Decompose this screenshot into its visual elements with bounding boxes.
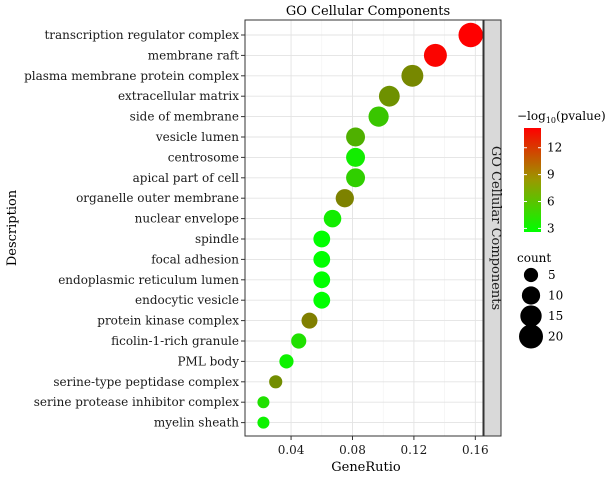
y-tick-label: ficolin-1-rich granule [111, 334, 239, 348]
data-point [279, 354, 294, 369]
size-legend-label: 20 [548, 330, 563, 344]
y-tick-label: extracellular matrix [118, 89, 239, 103]
y-tick-label: protein kinase complex [97, 314, 239, 328]
y-tick-label: focal adhesion [151, 252, 239, 266]
size-legend-label: 5 [548, 268, 556, 282]
y-tick-label: myelin sheath [154, 416, 239, 430]
y-tick-label: membrane raft [148, 48, 239, 62]
y-tick-label: nuclear envelope [135, 212, 239, 226]
data-point [335, 189, 354, 208]
y-tick-label: side of membrane [130, 110, 239, 124]
data-point [458, 22, 483, 48]
y-tick-label: serine protease inhibitor complex [34, 395, 239, 409]
y-tick-label: PML body [177, 354, 239, 368]
colorbar-tick-label: 3 [547, 221, 555, 235]
color-legend: −log10(pvalue) 3 6 9 12 [517, 109, 606, 235]
y-tick-label: endoplasmic reticulum lumen [58, 273, 239, 287]
size-legend-title: count [517, 251, 551, 265]
x-tick-label: 0.08 [339, 443, 366, 457]
facet-strip [483, 19, 502, 437]
size-legend-dot [519, 324, 543, 349]
panel-background [245, 20, 483, 436]
data-point [323, 209, 342, 228]
y-axis: transcription regulator complex membrane … [24, 28, 245, 430]
y-tick-label: serine-type peptidase complex [53, 375, 239, 389]
colorbar [524, 128, 541, 232]
y-axis-title: Description [5, 189, 20, 266]
y-tick-label: centrosome [168, 150, 239, 164]
x-tick-label: 0.12 [401, 443, 428, 457]
y-tick-label: organelle outer membrane [76, 191, 239, 205]
data-point [423, 43, 447, 67]
y-tick-label: transcription regulator complex [44, 28, 239, 42]
y-tick-label: plasma membrane protein complex [24, 69, 239, 83]
data-point [378, 85, 400, 107]
size-legend: count 5 10 15 20 [517, 251, 563, 349]
color-legend-title-subscript: 10 [546, 116, 556, 125]
points-layer [257, 22, 483, 429]
data-point [257, 396, 270, 409]
data-point [346, 168, 366, 188]
data-point [269, 375, 283, 389]
data-point [313, 271, 331, 289]
x-axis: 0.04 0.08 0.12 0.16 [278, 436, 489, 457]
y-tick-label: apical part of cell [133, 171, 240, 185]
data-point [313, 251, 331, 268]
panel-border [244, 19, 484, 437]
color-legend-title: −log10(pvalue) [517, 109, 606, 125]
data-point [257, 416, 270, 429]
x-tick-label: 0.16 [462, 443, 489, 457]
color-legend-title-suffix: (pvalue) [556, 109, 606, 123]
data-point [313, 230, 331, 248]
data-point [313, 291, 331, 309]
chart-title: GO Cellular Components [286, 4, 450, 19]
colorbar-tick-label: 6 [547, 195, 555, 209]
size-legend-dot [521, 286, 541, 305]
data-point [401, 64, 424, 87]
data-point [346, 147, 366, 167]
y-tick-label: spindle [195, 232, 239, 246]
size-legend-dot [523, 267, 539, 283]
y-tick-label: endocytic vesicle [135, 293, 239, 307]
size-legend-dot [520, 305, 542, 327]
colorbar-tick-label: 12 [547, 141, 562, 155]
size-legend-label: 10 [548, 289, 563, 303]
x-axis-title: GeneRutio [331, 460, 401, 475]
color-legend-title-prefix: −log [517, 109, 546, 123]
facet-strip-label: GO Cellular Components [488, 146, 503, 310]
colorbar-tick-label: 9 [547, 168, 555, 182]
data-point [301, 312, 318, 329]
size-legend-label: 15 [548, 309, 563, 323]
data-point [291, 333, 307, 349]
grid-layer [245, 20, 483, 436]
data-point [368, 106, 389, 127]
x-tick-label: 0.04 [278, 443, 305, 457]
data-point [346, 127, 366, 147]
y-tick-label: vesicle lumen [155, 130, 239, 144]
